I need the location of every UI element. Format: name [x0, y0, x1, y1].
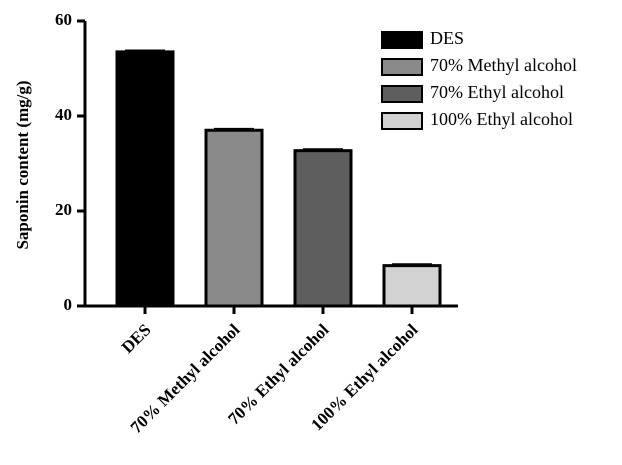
legend-swatch: [381, 85, 423, 103]
legend-label: 70% Methyl alcohol: [430, 55, 577, 75]
legend-swatch: [381, 31, 423, 49]
bar: [115, 50, 175, 308]
y-tick-label: 60: [55, 10, 72, 29]
legend-swatch: [381, 58, 423, 76]
y-tick-label: 20: [55, 200, 72, 219]
bar: [382, 264, 442, 308]
legend-label: DES: [430, 28, 464, 48]
legend-label: 100% Ethyl alcohol: [430, 109, 573, 129]
bar: [293, 149, 353, 308]
legend-label: 70% Ethyl alcohol: [430, 82, 564, 102]
x-tick-label: DES: [118, 320, 155, 357]
bar: [204, 128, 264, 308]
y-tick-label: 0: [64, 295, 73, 314]
y-axis-title: Saponin content (mg/g): [13, 80, 32, 249]
y-tick-label: 40: [55, 105, 72, 124]
legend-swatch: [381, 112, 423, 130]
